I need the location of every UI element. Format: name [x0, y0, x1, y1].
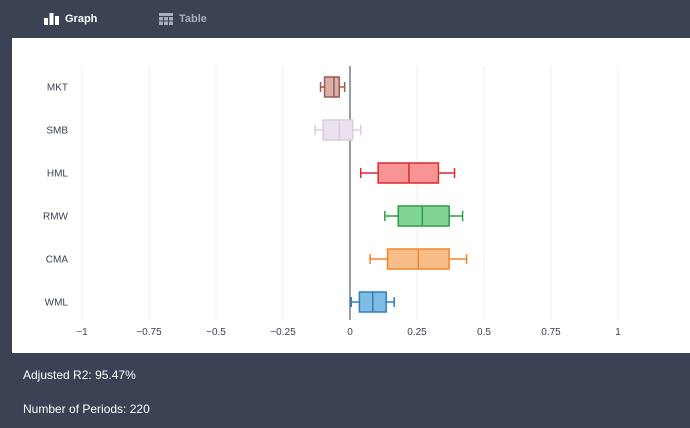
category-label: WML — [45, 298, 69, 309]
tab-table-label: Table — [179, 13, 207, 25]
x-tick-label: 0.25 — [407, 327, 427, 338]
tab-graph[interactable]: Graph — [44, 0, 97, 38]
category-label: MKT — [47, 83, 68, 94]
tab-graph-label: Graph — [65, 13, 98, 25]
box-smb — [322, 119, 354, 141]
x-tick-label: 0.5 — [477, 327, 491, 338]
periods-label: Number of Periods: — [23, 402, 127, 416]
adjusted-r2: Adjusted R2: 95.47% — [23, 368, 136, 382]
table-icon — [159, 13, 173, 25]
category-label: RMW — [43, 212, 69, 223]
category-label: SMB — [46, 126, 68, 137]
box-mkt — [323, 76, 341, 98]
category-label: HML — [47, 169, 69, 180]
tab-table[interactable]: Table — [159, 0, 207, 38]
x-tick-label: −0.5 — [206, 327, 226, 338]
x-tick-label: −0.75 — [136, 327, 162, 338]
adjusted-r2-value: 95.47% — [95, 368, 136, 382]
bar-chart-icon — [44, 13, 59, 25]
category-label: CMA — [46, 255, 69, 266]
x-tick-label: 0.75 — [541, 327, 561, 338]
x-tick-label: −0.25 — [270, 327, 296, 338]
box-rmw — [397, 205, 450, 227]
factor-box-plot: −1 −0.75 −0.5 −0.25 0 0.25 0.5 0.75 1 MKT SMB HML RM… — [43, 66, 621, 338]
graph-panel: −1 −0.75 −0.5 −0.25 0 0.25 0.5 0.75 1 MKT SMB HML RM… — [12, 38, 690, 353]
adjusted-r2-label: Adjusted R2: — [23, 368, 92, 382]
x-tick-label: 0 — [347, 327, 353, 338]
x-tick-label: 1 — [615, 327, 621, 338]
tab-bar: Graph Table — [12, 0, 690, 38]
periods-value: 220 — [129, 402, 150, 416]
x-tick-label: −1 — [76, 327, 88, 338]
number-of-periods: Number of Periods: 220 — [23, 402, 150, 416]
